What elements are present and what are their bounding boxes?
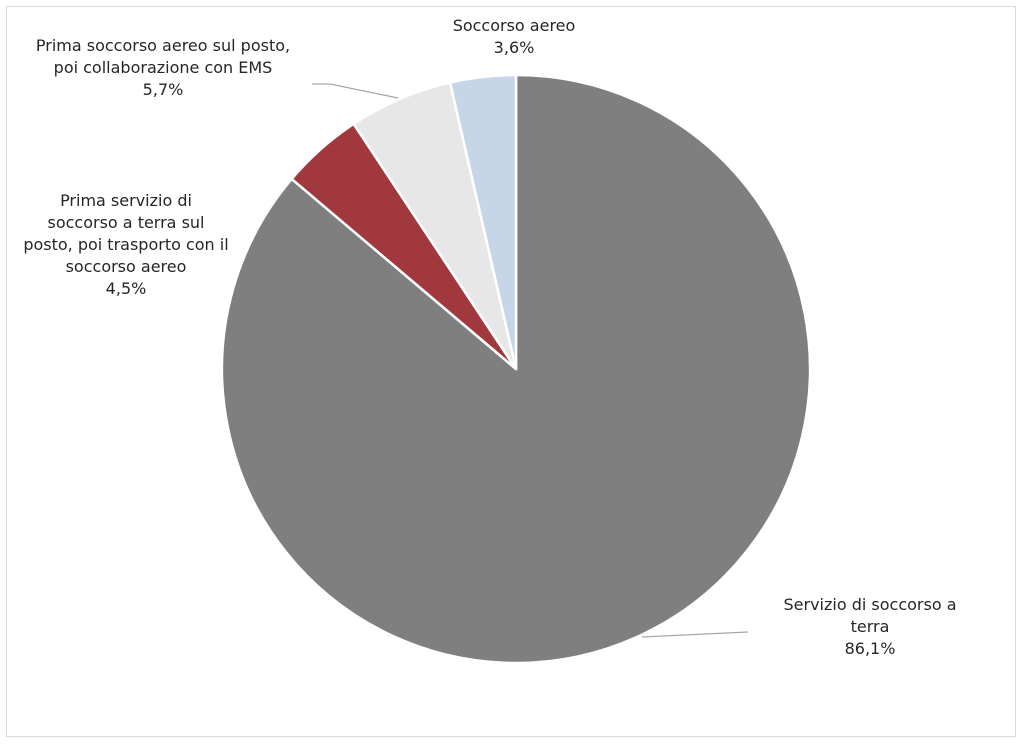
slice-value-label-1: 4,5%	[106, 279, 147, 298]
slice-label-line-1-0: Prima servizio di	[60, 191, 192, 210]
slice-value-label-3: 3,6%	[494, 38, 535, 57]
pie-slices	[220, 73, 812, 665]
leader-lines	[312, 83, 749, 638]
leader-line-0	[641, 631, 749, 638]
slice-value-label-2: 5,7%	[143, 80, 184, 99]
slice-label-line-2-1: poi collaborazione con EMS	[54, 58, 273, 77]
slice-label-line-0-1: terra	[851, 617, 890, 636]
slice-label-3: Soccorso aereo 3,6%	[453, 16, 576, 57]
slice-label-line-1-2: posto, poi trasporto con il	[23, 235, 228, 254]
slice-label-1: Prima servizio di soccorso a terra sul pos…	[23, 191, 228, 298]
slice-value-label-0: 86,1%	[845, 639, 896, 658]
slice-label-2: Prima soccorso aereo sul posto, poi colla…	[36, 36, 290, 99]
leader-line-2	[312, 83, 399, 99]
slice-label-0: Servizio di soccorso a terra 86,1%	[784, 595, 957, 658]
slice-label-line-2-0: Prima soccorso aereo sul posto,	[36, 36, 290, 55]
pie-slice-3	[448, 73, 518, 371]
slice-label-line-3-0: Soccorso aereo	[453, 16, 576, 35]
slice-label-line-0-0: Servizio di soccorso a	[784, 595, 957, 614]
slice-label-line-1-1: soccorso a terra sul	[48, 213, 205, 232]
slice-label-line-1-3: soccorso aereo	[66, 257, 187, 276]
slice-labels: Servizio di soccorso a terra 86,1% Prima se…	[23, 16, 956, 658]
